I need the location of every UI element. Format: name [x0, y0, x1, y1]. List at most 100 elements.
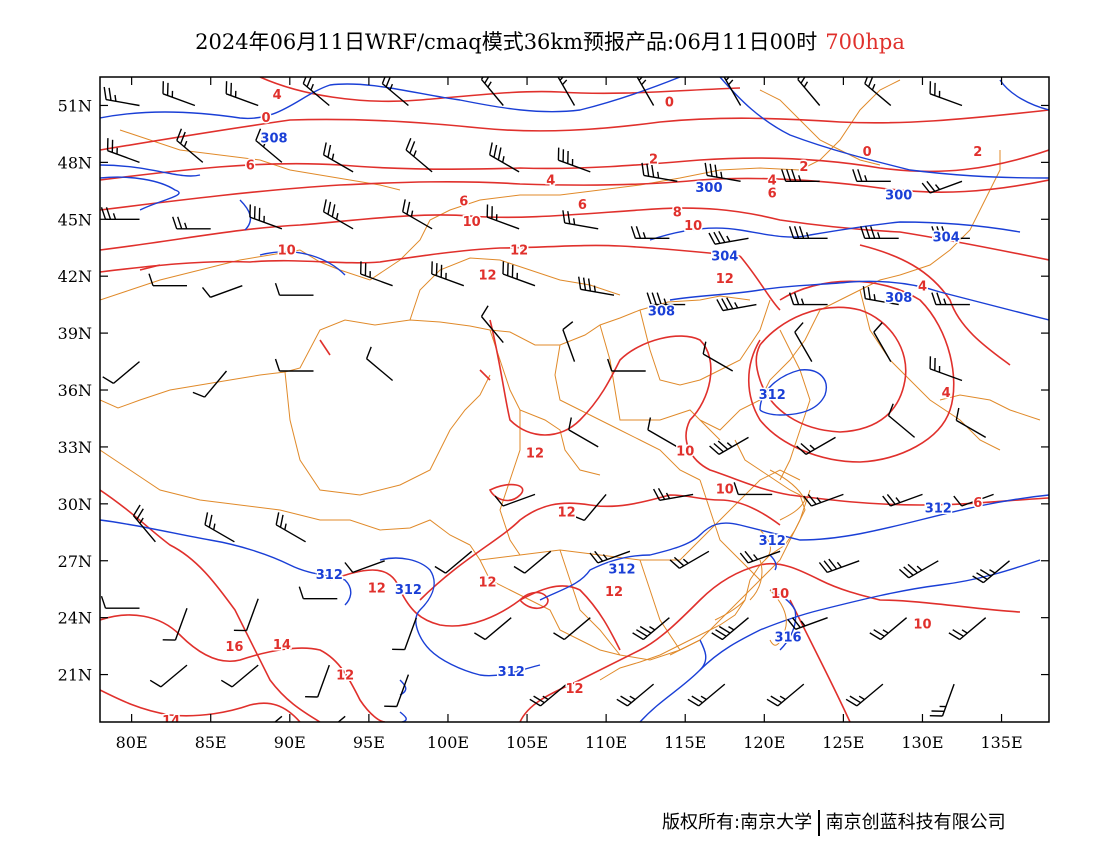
wind-barb: [921, 180, 963, 194]
title-text: 2024年06月11日WRF/cmaq模式36km预报产品:06月11日00时: [195, 30, 818, 54]
wind-barb: [704, 162, 741, 182]
wind-barb: [766, 683, 805, 707]
contour-label: 12: [605, 585, 623, 600]
wind-barb: [578, 276, 615, 296]
wind-barb: [274, 282, 314, 296]
contour-label: 4: [768, 173, 777, 188]
wind-barb: [797, 77, 821, 106]
wind-barb: [344, 560, 385, 574]
contour-label: 2: [799, 160, 808, 175]
y-tick-label: 24N: [58, 609, 92, 628]
contour-label: 308: [648, 304, 675, 319]
wind-barb: [402, 199, 433, 230]
contour-label: 6: [246, 158, 255, 173]
wind-barb: [929, 356, 963, 382]
wind-barb: [818, 558, 860, 574]
wind-barb: [739, 550, 781, 564]
wind-barb: [305, 664, 330, 698]
y-tick-label: 21N: [58, 666, 92, 685]
wind-barb: [568, 417, 599, 448]
wind-barb: [796, 436, 836, 456]
contour-label: 10: [771, 587, 789, 602]
height-labels: 308 300 300 304 304 308 308 312 312 312 312 312 312 3…: [259, 130, 961, 681]
contour-label: 312: [498, 665, 525, 680]
wind-barb: [557, 147, 591, 173]
wind-barb: [192, 370, 228, 398]
contour-label: 10: [913, 617, 931, 632]
coastline-details: [669, 469, 806, 656]
wind-barb: [322, 199, 354, 230]
plot-frame: [99, 76, 1050, 723]
x-tick-label: 100E: [427, 733, 469, 752]
wind-barb: [392, 617, 417, 651]
contour-label: 12: [526, 447, 544, 462]
wind-barb: [486, 204, 520, 230]
contour-label: 2: [649, 153, 658, 168]
contour-label: 308: [885, 291, 912, 306]
wind-barb: [562, 210, 599, 230]
contour-label: 304: [711, 249, 738, 264]
wind-barb: [274, 715, 283, 722]
contour-label: 8: [673, 206, 682, 221]
contour-label: 10: [676, 445, 694, 460]
contour-label: 12: [478, 268, 496, 283]
contour-label: 0: [665, 96, 674, 111]
contour-label: 4: [918, 280, 927, 295]
wind-barb: [953, 493, 994, 507]
wind-barb: [405, 137, 433, 173]
wind-barb: [562, 321, 576, 362]
wind-barb: [572, 493, 607, 522]
wind-barb: [733, 482, 773, 496]
wind-barb: [652, 487, 694, 501]
wind-barb: [201, 285, 243, 298]
contour-label: 4: [273, 88, 282, 103]
wind-barb: [723, 77, 742, 106]
wind-barb: [711, 617, 749, 641]
wind-barb: [929, 81, 963, 107]
wind-barb: [100, 595, 140, 609]
wind-barb: [630, 226, 670, 239]
x-tick-label: 110E: [585, 733, 627, 752]
wind-barb: [106, 138, 140, 164]
contour-label: 12: [368, 581, 386, 596]
wind-barb: [434, 550, 473, 574]
x-tick-label: 130E: [901, 733, 943, 752]
y-tick-label: 39N: [58, 324, 92, 343]
wind-barb: [632, 617, 670, 641]
copyright-left: 版权所有:南京大学: [662, 812, 813, 833]
wind-barb: [474, 617, 512, 641]
wind-barb: [502, 261, 536, 287]
wind-barb: [225, 81, 259, 107]
contour-label: 14: [273, 638, 291, 653]
wind-barb: [647, 417, 678, 448]
wind-barb: [781, 169, 820, 182]
wind-barb: [384, 674, 410, 708]
contour-label: 312: [608, 562, 635, 577]
wind-barb: [616, 683, 655, 707]
wind-barb: [702, 341, 734, 372]
y-tick-label: 36N: [58, 381, 92, 400]
wind-barb: [233, 598, 259, 632]
contour-label: 4: [942, 386, 951, 401]
contour-label: 2: [973, 145, 982, 160]
contour-label: 300: [885, 189, 912, 204]
wind-barb: [365, 346, 394, 382]
wind-barb: [687, 683, 726, 707]
wind-barb: [360, 261, 393, 287]
wind-barb: [788, 292, 828, 306]
contour-label: 12: [558, 505, 576, 520]
wind-barb: [862, 286, 899, 306]
wind-barb: [557, 77, 576, 106]
x-tick-label: 85E: [195, 733, 227, 752]
wind-barbs: [100, 77, 1010, 722]
x-tick-label: 105E: [506, 733, 548, 752]
contour-label: 12: [478, 576, 496, 591]
wind-barb: [162, 81, 196, 107]
wind-barb: [787, 617, 828, 630]
x-axis: 80E 85E 90E 95E 100E 105E 110E 115E 120E 125E 130E…: [116, 77, 1023, 752]
contour-label: 6: [768, 187, 777, 202]
wind-barb: [852, 169, 891, 182]
wind-barb: [709, 436, 749, 456]
wind-barb: [887, 403, 916, 438]
